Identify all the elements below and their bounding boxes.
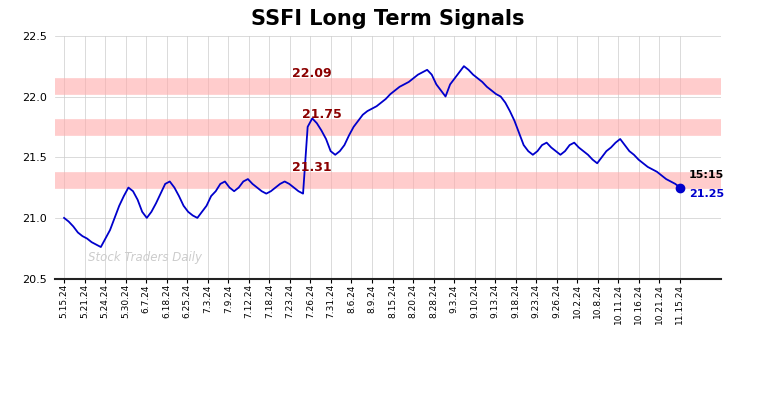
Text: 21.75: 21.75 bbox=[302, 108, 341, 121]
Text: 21.31: 21.31 bbox=[292, 161, 332, 174]
Text: 21.25: 21.25 bbox=[689, 189, 724, 199]
Text: Stock Traders Daily: Stock Traders Daily bbox=[89, 251, 202, 264]
Text: 22.09: 22.09 bbox=[292, 66, 332, 80]
Text: 15:15: 15:15 bbox=[689, 170, 724, 180]
Title: SSFI Long Term Signals: SSFI Long Term Signals bbox=[252, 9, 524, 29]
